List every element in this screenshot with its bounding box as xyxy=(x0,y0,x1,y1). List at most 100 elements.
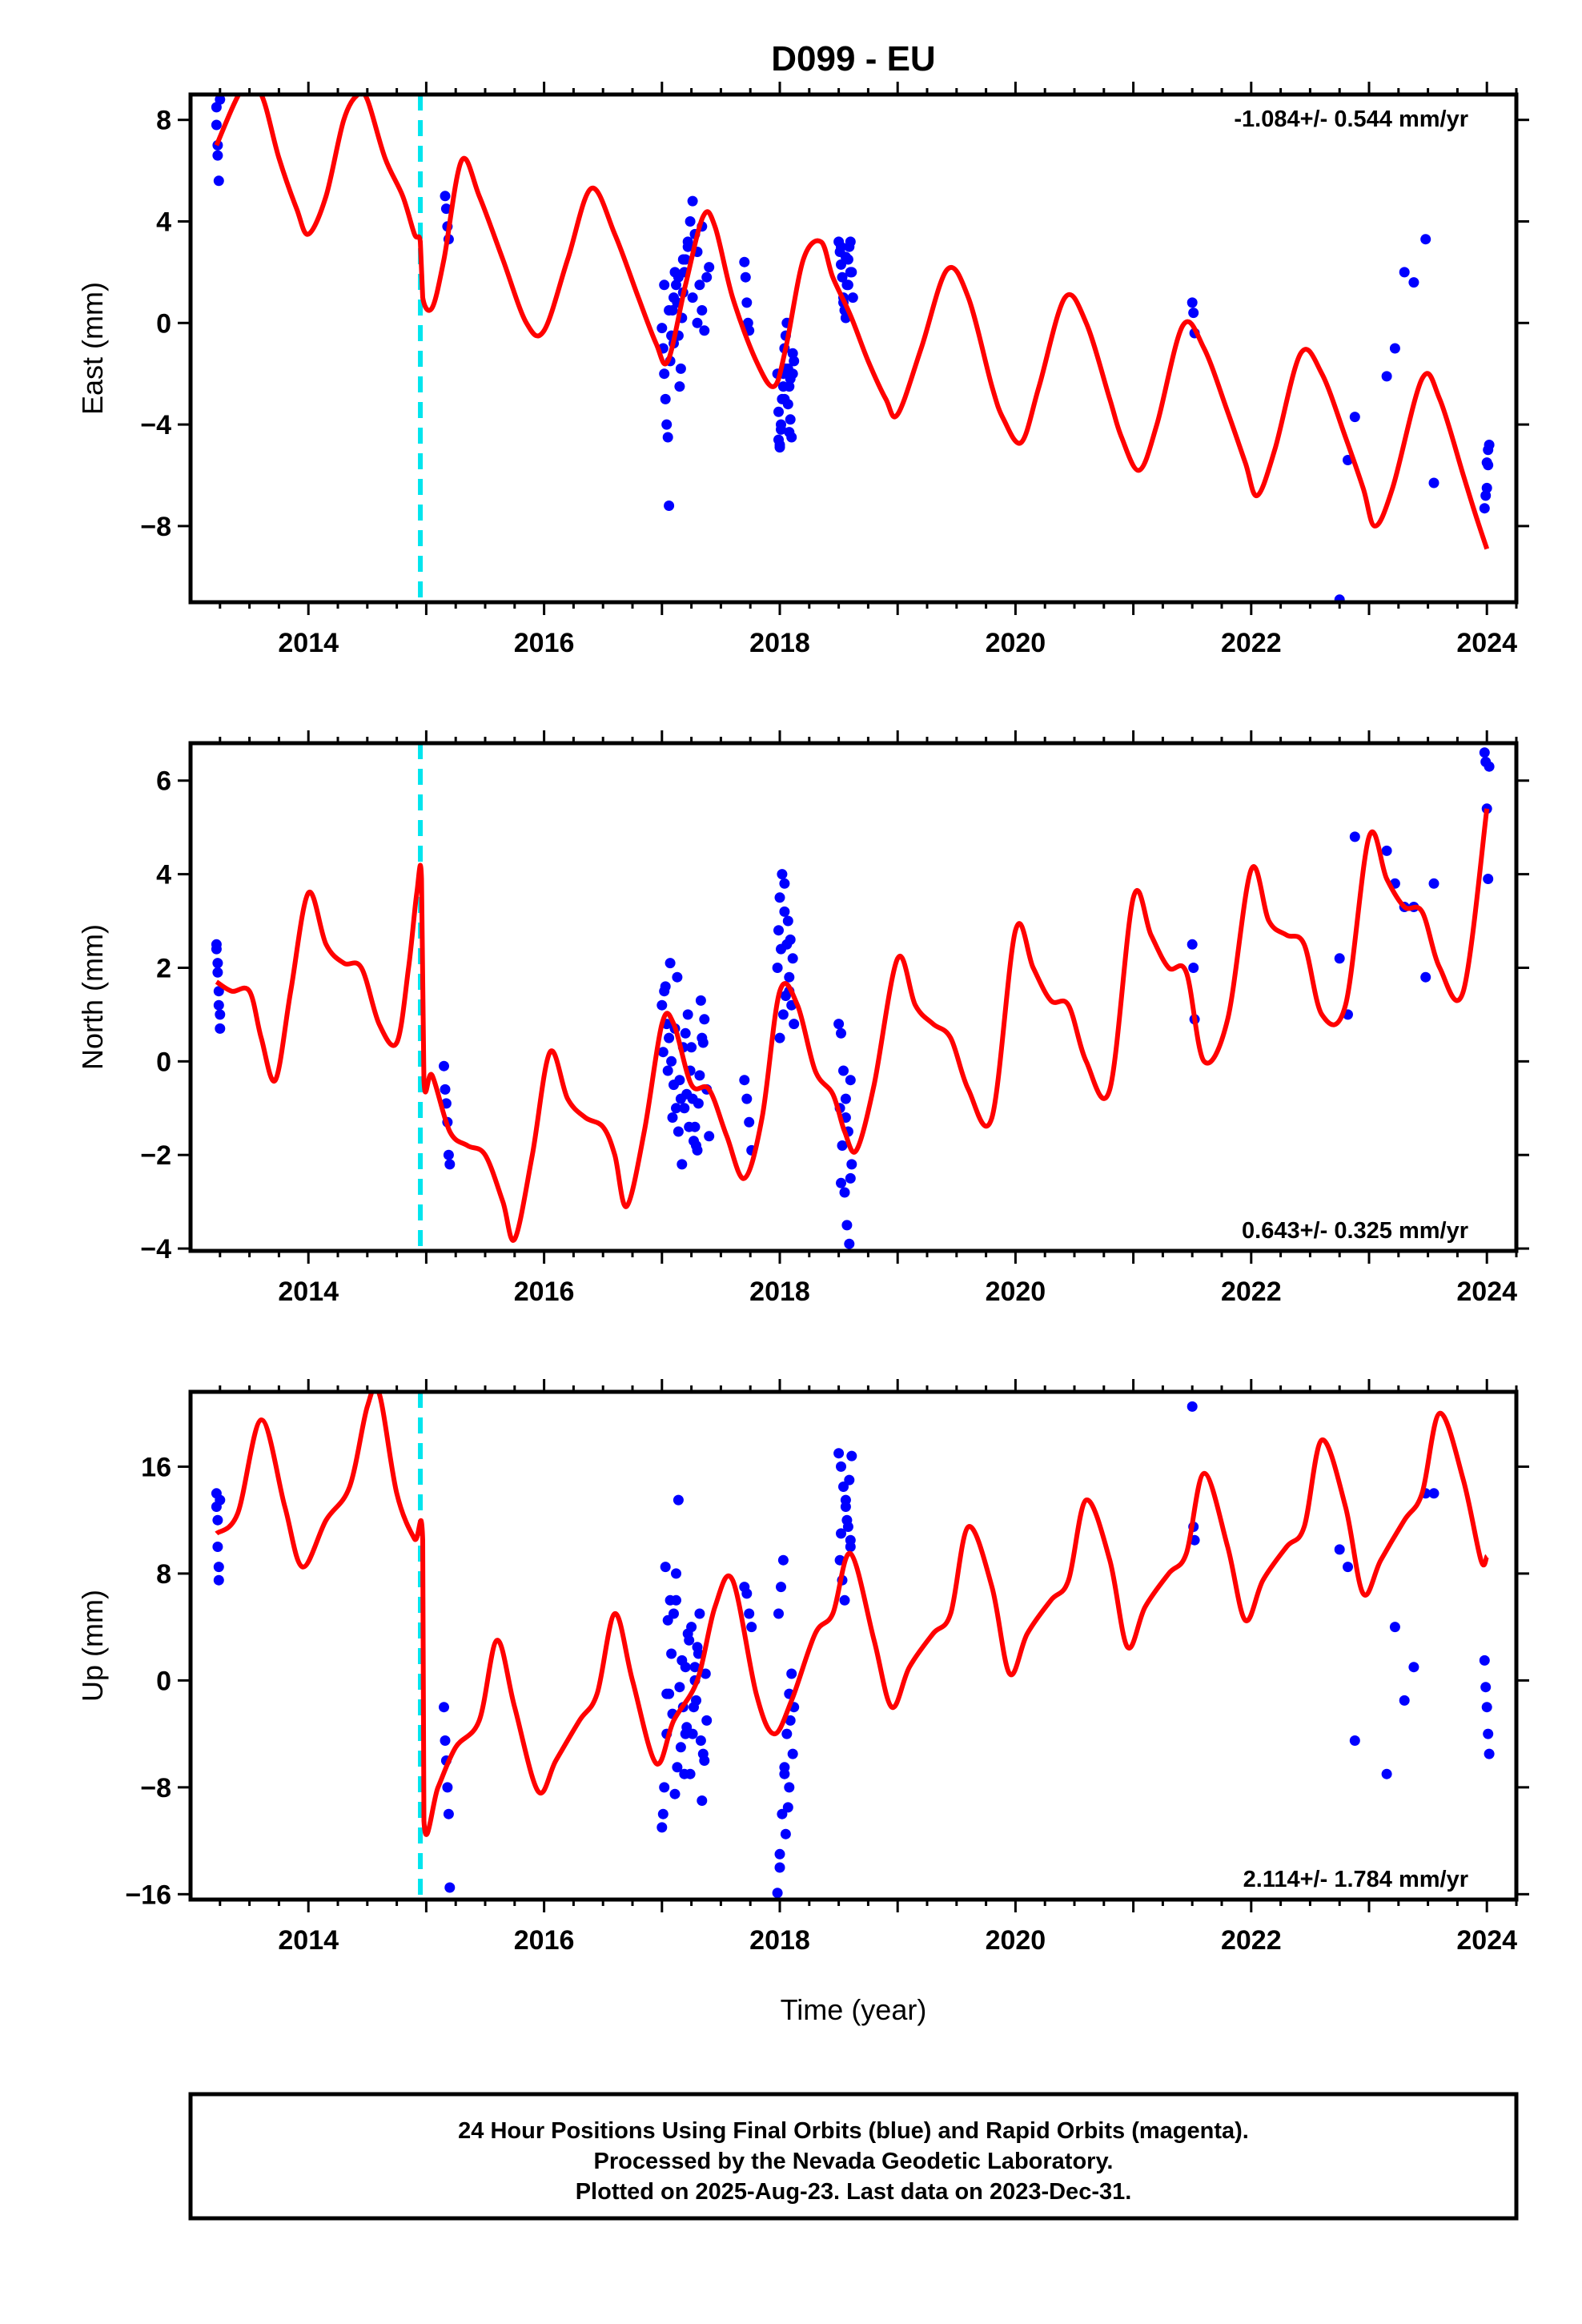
up-x-tick-label: 2022 xyxy=(1221,1925,1282,1956)
east-data-point xyxy=(1349,412,1360,423)
east-data-point xyxy=(787,348,798,359)
north-data-point xyxy=(773,925,784,936)
north-model-curve xyxy=(215,808,1490,1243)
up-data-point xyxy=(845,1534,856,1546)
east-data-point xyxy=(1186,297,1198,308)
east-panel: 2014 2016 2018 2020 2022 2024 8 4 0 −4 −8 East (mm)… xyxy=(76,82,1529,658)
up-data-point xyxy=(212,1514,223,1526)
north-y-tick-label: −2 xyxy=(140,1140,171,1171)
up-rate-label: 2.114+/- 1.784 mm/yr xyxy=(1243,1867,1468,1892)
up-data-point xyxy=(689,1662,701,1673)
north-x-tick-label: 2024 xyxy=(1456,1277,1517,1307)
north-data-point xyxy=(440,1084,451,1095)
east-data-point xyxy=(212,150,223,161)
east-data-point xyxy=(664,501,675,511)
up-plot-frame xyxy=(188,1389,1519,1902)
up-data-point xyxy=(786,1668,797,1679)
north-x-tick-label: 2022 xyxy=(1221,1277,1282,1307)
up-x-tick-label: 2016 xyxy=(514,1925,575,1956)
north-data-point xyxy=(212,958,223,969)
north-data-point xyxy=(844,1238,855,1249)
up-data-point xyxy=(777,1554,789,1566)
north-data-point xyxy=(689,1136,699,1147)
up-data-point xyxy=(1480,1682,1492,1693)
up-data-point xyxy=(701,1715,713,1726)
up-y-tick-label: 8 xyxy=(156,1559,171,1590)
north-x-tick-label: 2016 xyxy=(514,1277,575,1307)
up-y-tick-label: −8 xyxy=(140,1773,171,1803)
east-data-point xyxy=(776,419,786,430)
north-data-point xyxy=(741,1093,753,1104)
north-y-tick-label: 6 xyxy=(156,766,171,797)
north-data-point xyxy=(772,963,783,973)
up-y-tick-label: −16 xyxy=(125,1880,171,1910)
up-x-tick-label: 2014 xyxy=(278,1925,339,1956)
east-data-point xyxy=(842,279,853,291)
up-data-point xyxy=(213,1574,224,1586)
north-y-tick-label: 2 xyxy=(156,953,171,983)
east-data-point xyxy=(1484,440,1495,450)
up-data-point xyxy=(695,1735,706,1746)
north-y-tick-label: 0 xyxy=(156,1047,171,1077)
north-plot-frame xyxy=(188,741,1519,1253)
up-data-point xyxy=(439,1702,449,1713)
east-data-point xyxy=(1479,503,1490,514)
up-data-point xyxy=(666,1648,677,1659)
up-y-axis-label: Up (mm) xyxy=(76,1590,109,1702)
up-data-point xyxy=(679,1768,690,1779)
north-data-point xyxy=(841,1220,853,1231)
up-data-point xyxy=(689,1702,699,1713)
east-x-tick-label: 2020 xyxy=(986,628,1046,658)
up-data-point xyxy=(841,1514,853,1526)
up-data-point xyxy=(1479,1655,1490,1666)
x-axis-label: Time (year) xyxy=(781,1993,927,2026)
up-data-point xyxy=(673,1494,684,1506)
east-data-point xyxy=(677,254,689,265)
north-data-point xyxy=(833,1019,845,1030)
up-data-point xyxy=(846,1450,857,1462)
up-data-point xyxy=(440,1735,451,1746)
north-x-tick-label: 2018 xyxy=(749,1277,810,1307)
north-data-point xyxy=(1188,963,1199,973)
north-data-point xyxy=(789,1019,800,1030)
east-data-point xyxy=(739,256,750,267)
up-y-tick-label: 16 xyxy=(141,1452,171,1482)
east-data-point xyxy=(211,119,222,131)
up-data-point xyxy=(671,1568,681,1579)
up-data-point xyxy=(1484,1748,1495,1759)
up-x-tick-label: 2024 xyxy=(1456,1925,1517,1956)
north-data-point xyxy=(1334,953,1345,964)
footer-box xyxy=(188,2092,1519,2221)
north-data-point xyxy=(845,1075,856,1086)
east-x-tick-label: 2018 xyxy=(749,628,810,658)
east-data-point xyxy=(1381,371,1392,382)
north-data-point xyxy=(782,915,793,927)
east-data-point xyxy=(687,292,698,304)
up-data-point xyxy=(838,1482,849,1492)
north-data-point xyxy=(838,1065,849,1076)
north-data-point xyxy=(1186,939,1198,950)
north-data-point xyxy=(836,1177,846,1188)
up-data-point xyxy=(680,1728,691,1739)
north-data-point xyxy=(777,869,788,880)
up-y-tick-label: 0 xyxy=(156,1666,171,1696)
north-data-point xyxy=(672,971,683,983)
east-x-tick-label: 2022 xyxy=(1221,628,1282,658)
north-data-point xyxy=(779,906,790,917)
east-data-point xyxy=(1481,482,1492,493)
east-data-point xyxy=(740,271,751,283)
east-data-point xyxy=(845,236,856,247)
north-data-point xyxy=(697,1037,709,1048)
east-data-point xyxy=(1428,477,1439,489)
up-data-point xyxy=(774,1862,785,1873)
east-data-point xyxy=(741,297,753,308)
north-data-point xyxy=(1428,878,1439,889)
east-data-point xyxy=(742,317,753,328)
up-panel: 2014 2016 2018 2020 2022 2024 16 8 0 −8 −16 Up (mm)… xyxy=(76,1379,1529,1956)
up-model-curve xyxy=(215,1392,1489,1837)
north-data-point xyxy=(845,1172,856,1184)
east-x-tick-label: 2016 xyxy=(514,628,575,658)
up-data-point xyxy=(677,1655,688,1666)
east-data-point xyxy=(779,393,790,404)
